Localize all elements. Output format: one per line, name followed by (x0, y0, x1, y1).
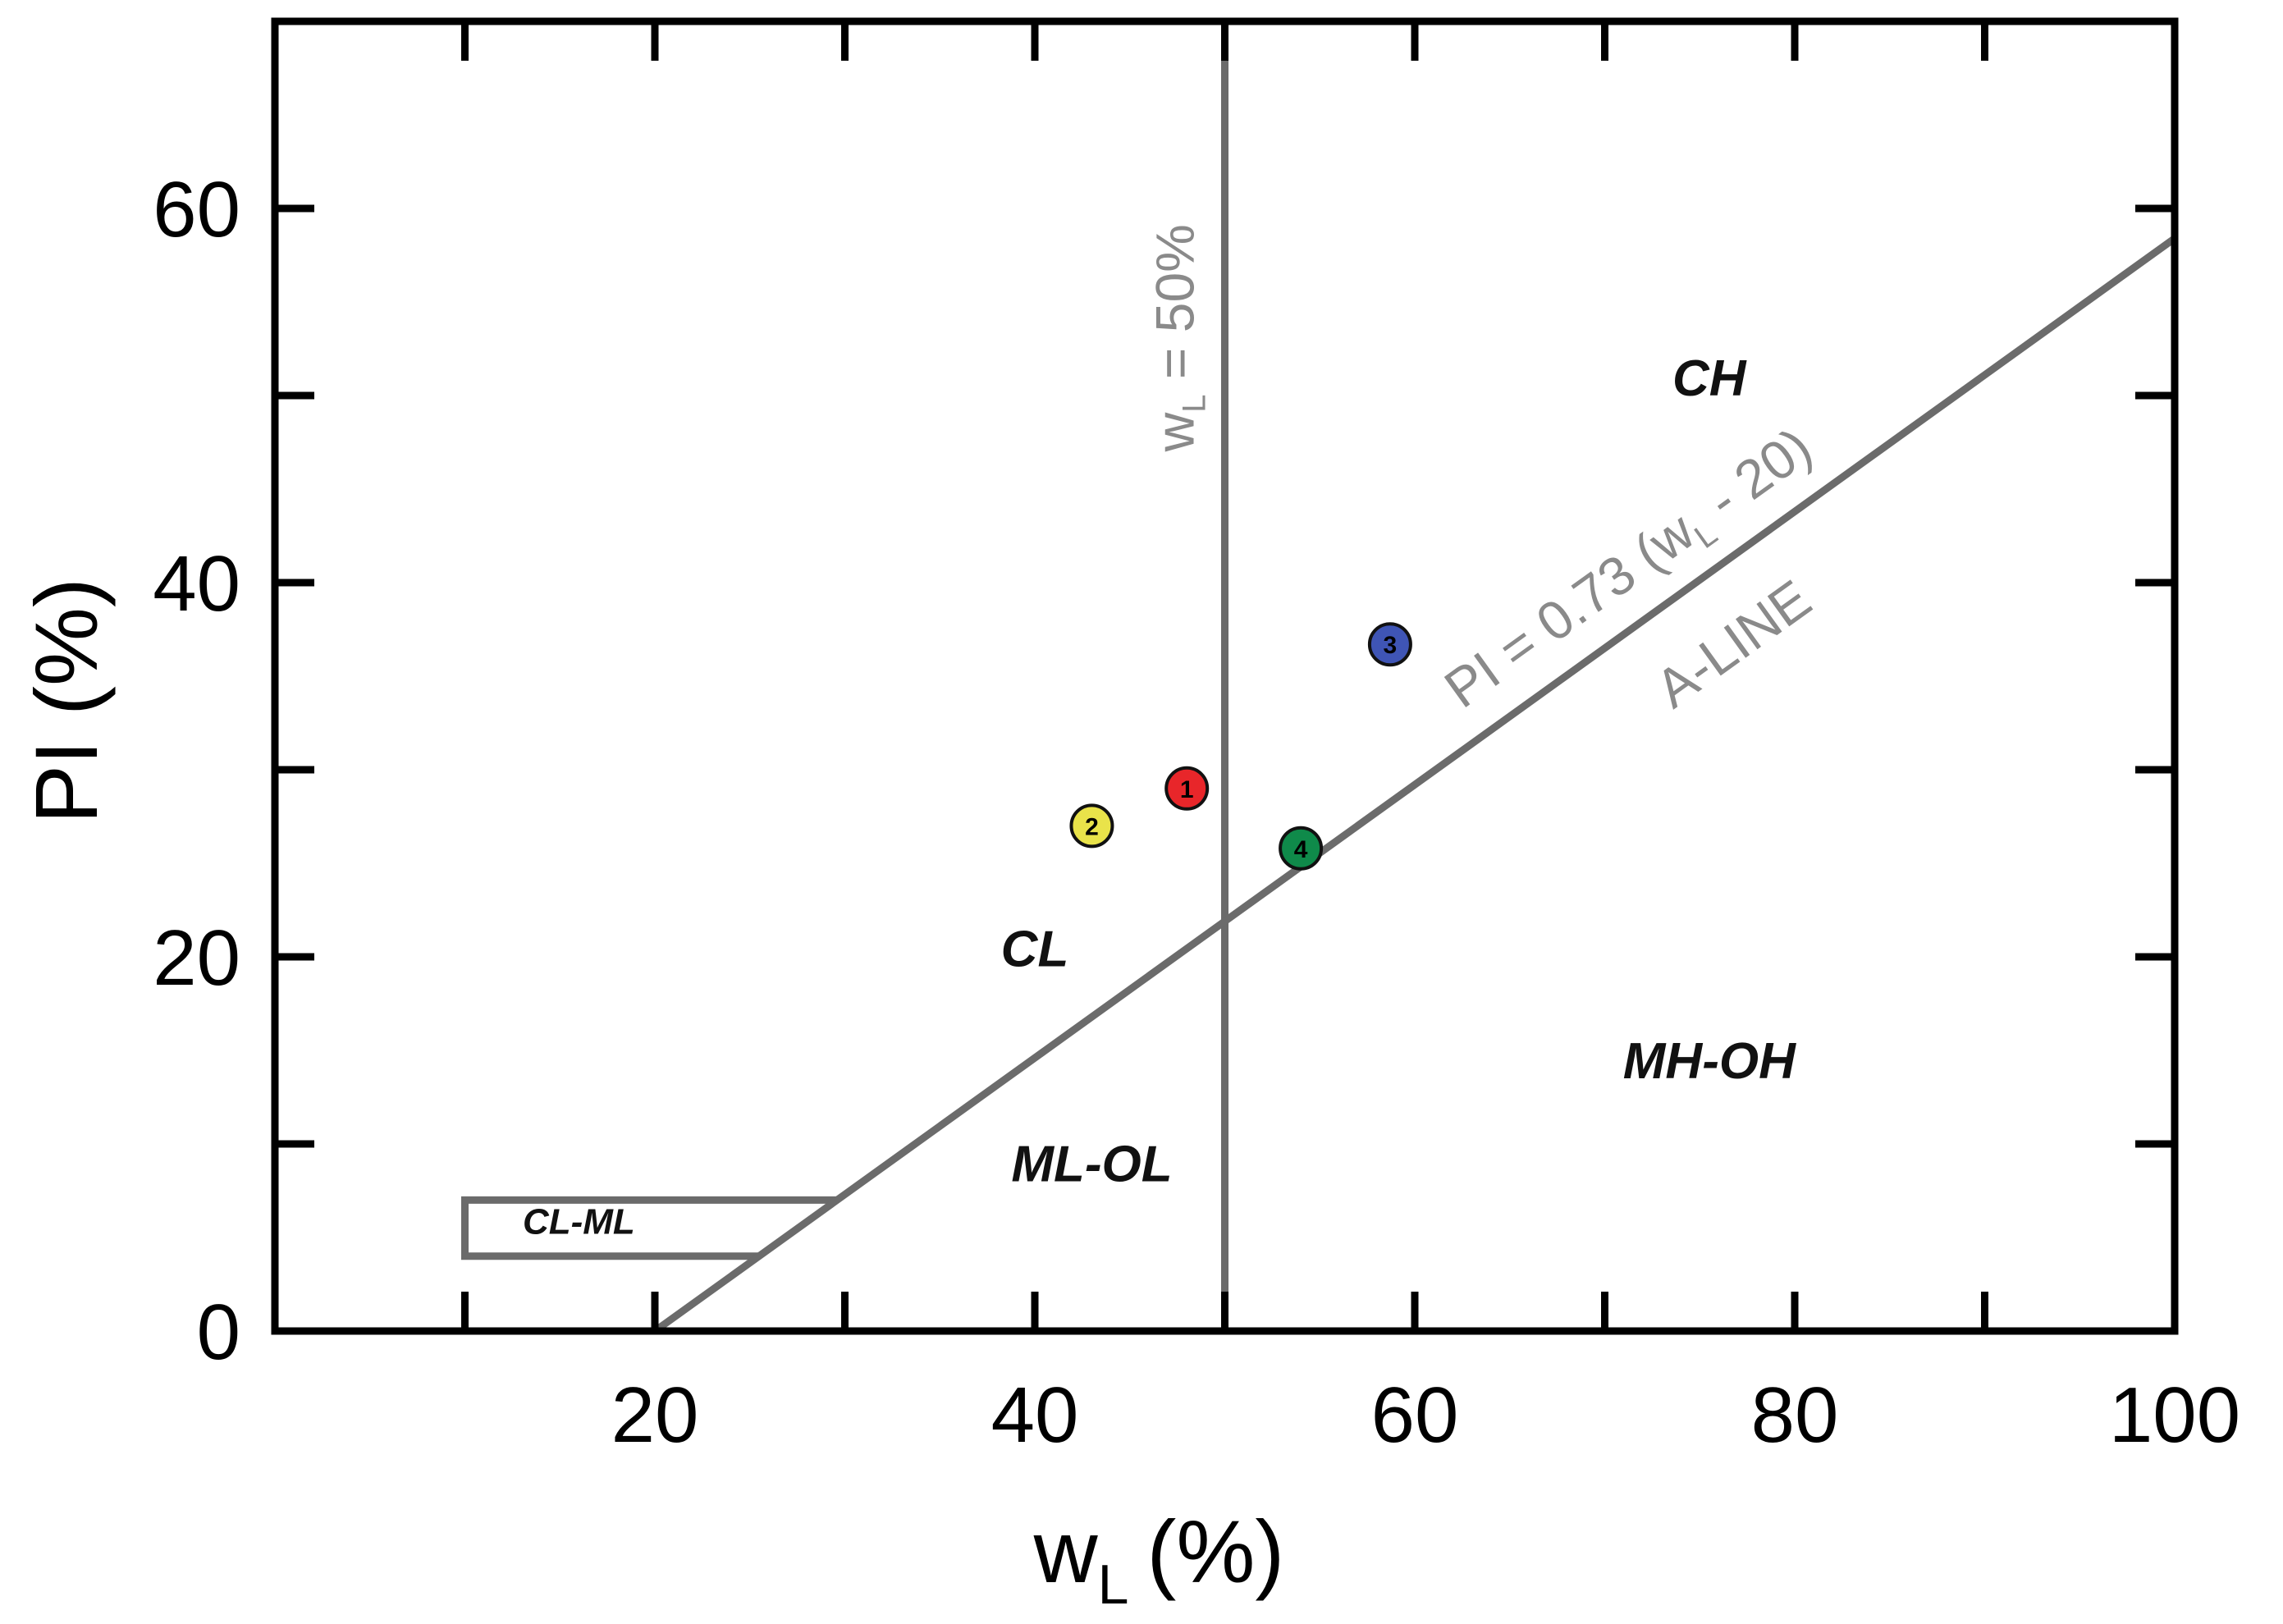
x-tick-label: 100 (2109, 1371, 2240, 1459)
data-point-marker (1279, 826, 1324, 871)
x-axis-title-w: w (1033, 1502, 1099, 1601)
wl-50-label-rest: = 50% (1145, 224, 1206, 394)
y-axis-title: PI (%) (16, 578, 116, 824)
wl-50-label: wL = 50% (1145, 224, 1213, 452)
zone-label-mh-oh: MH-OH (1623, 1033, 1796, 1090)
zone-label-cl-ml: CL-ML (523, 1201, 635, 1242)
data-point-marker (1367, 622, 1412, 667)
wl-50-label-w: w (1145, 412, 1206, 452)
x-tick-label: 40 (991, 1371, 1079, 1459)
data-point-2: 2 (1069, 803, 1114, 849)
y-tick-labels: 0 20 40 60 (153, 166, 240, 1376)
data-point-marker (1069, 803, 1114, 849)
zone-label-ch: CH (1672, 350, 1747, 407)
a-line-equation-label: PI = 0.73 (wL - 20) (1434, 416, 1827, 725)
a-line (652, 235, 2177, 1334)
y-tick-label: 60 (153, 166, 240, 254)
reference-lines (461, 21, 2177, 1334)
zone-labels: CH CL MH-OH ML-OL CL-ML (523, 350, 1796, 1242)
x-tick-label: 20 (611, 1371, 699, 1459)
y-tick-label: 0 (197, 1288, 240, 1376)
x-tick-label: 60 (1371, 1371, 1459, 1459)
wl-50-label-sub: L (1177, 394, 1213, 412)
zone-label-ml-ol: ML-OL (1011, 1137, 1172, 1193)
y-tick-label: 20 (153, 914, 240, 1002)
data-point-label: 3 (1384, 632, 1398, 659)
data-points: 1 2 3 4 (1069, 622, 1412, 871)
data-point-3: 3 (1367, 622, 1412, 667)
axis-ticks (275, 21, 2175, 1331)
x-axis-title-sub: L (1098, 1553, 1129, 1616)
data-point-1: 1 (1164, 766, 1210, 811)
cl-ml-band (461, 1196, 837, 1260)
data-point-label: 2 (1085, 813, 1099, 840)
a-line-name-label: A-LINE (1645, 568, 1822, 719)
zone-label-cl: CL (1001, 921, 1069, 977)
data-point-marker (1164, 766, 1210, 811)
x-tick-label: 80 (1751, 1371, 1839, 1459)
x-axis-title-unit: (%) (1146, 1502, 1284, 1601)
x-axis-title: wL (%) (1033, 1502, 1285, 1616)
y-tick-label: 40 (153, 540, 240, 628)
x-tick-labels: 20 40 60 80 100 (611, 1371, 2240, 1459)
data-point-4: 4 (1279, 826, 1324, 871)
data-point-label: 1 (1180, 776, 1194, 803)
data-point-label: 4 (1294, 836, 1308, 863)
